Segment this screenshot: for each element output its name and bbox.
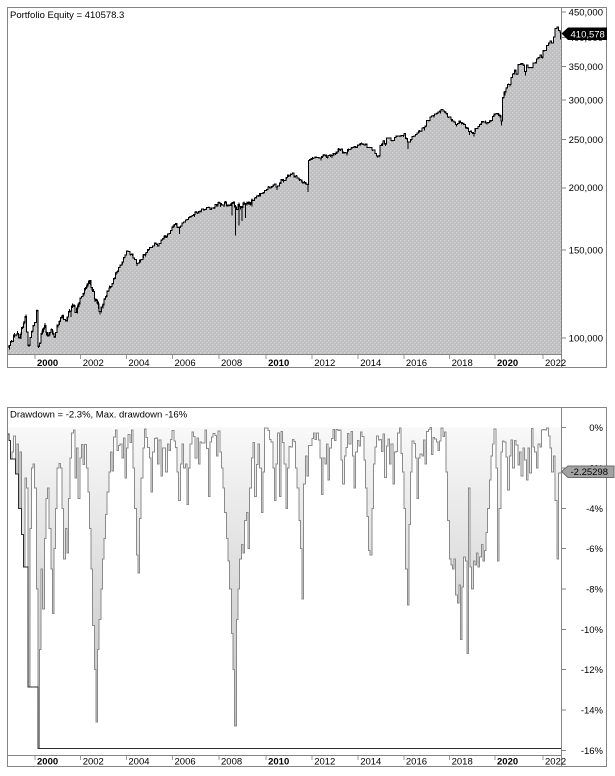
svg-text:2014: 2014	[360, 757, 381, 768]
svg-text:2008: 2008	[221, 757, 242, 768]
svg-text:2014: 2014	[360, 358, 381, 369]
svg-text:Portfolio Equity = 410578.3: Portfolio Equity = 410578.3	[10, 10, 124, 21]
svg-text:2018: 2018	[452, 757, 473, 768]
svg-text:2020: 2020	[497, 757, 518, 768]
svg-text:2002: 2002	[83, 757, 104, 768]
svg-text:410,578: 410,578	[571, 29, 605, 40]
svg-text:2004: 2004	[128, 757, 149, 768]
svg-text:2008: 2008	[221, 358, 242, 369]
svg-text:2012: 2012	[314, 358, 335, 369]
svg-text:2012: 2012	[314, 757, 335, 768]
svg-text:2022: 2022	[545, 757, 566, 768]
svg-text:250,000: 250,000	[569, 135, 603, 146]
svg-text:0%: 0%	[589, 423, 603, 434]
svg-text:-14%: -14%	[581, 706, 604, 717]
svg-text:-12%: -12%	[581, 665, 604, 676]
svg-text:2006: 2006	[175, 358, 196, 369]
svg-text:2002: 2002	[83, 358, 104, 369]
svg-text:-16%: -16%	[581, 746, 604, 757]
svg-text:2004: 2004	[128, 358, 149, 369]
svg-text:2016: 2016	[406, 757, 427, 768]
svg-text:2010: 2010	[268, 358, 289, 369]
svg-text:2020: 2020	[497, 358, 518, 369]
svg-text:2010: 2010	[268, 757, 289, 768]
svg-text:2022: 2022	[545, 358, 566, 369]
svg-text:Drawdown = -2.3%, Max. drawdow: Drawdown = -2.3%, Max. drawdown -16%	[10, 410, 188, 421]
svg-text:2006: 2006	[175, 757, 196, 768]
svg-text:-2.25298: -2.25298	[571, 467, 609, 478]
svg-text:300,000: 300,000	[569, 95, 603, 106]
svg-text:2016: 2016	[406, 358, 427, 369]
svg-text:-10%: -10%	[581, 625, 604, 636]
svg-text:450,000: 450,000	[569, 7, 603, 18]
svg-text:2000: 2000	[37, 757, 58, 768]
svg-text:-8%: -8%	[586, 585, 603, 596]
svg-text:150,000: 150,000	[569, 246, 603, 257]
svg-text:-4%: -4%	[586, 504, 603, 515]
svg-text:200,000: 200,000	[569, 183, 603, 194]
svg-text:2018: 2018	[452, 358, 473, 369]
svg-text:2000: 2000	[37, 358, 58, 369]
svg-text:100,000: 100,000	[569, 333, 603, 344]
svg-text:-6%: -6%	[586, 544, 603, 555]
svg-text:350,000: 350,000	[569, 62, 603, 73]
